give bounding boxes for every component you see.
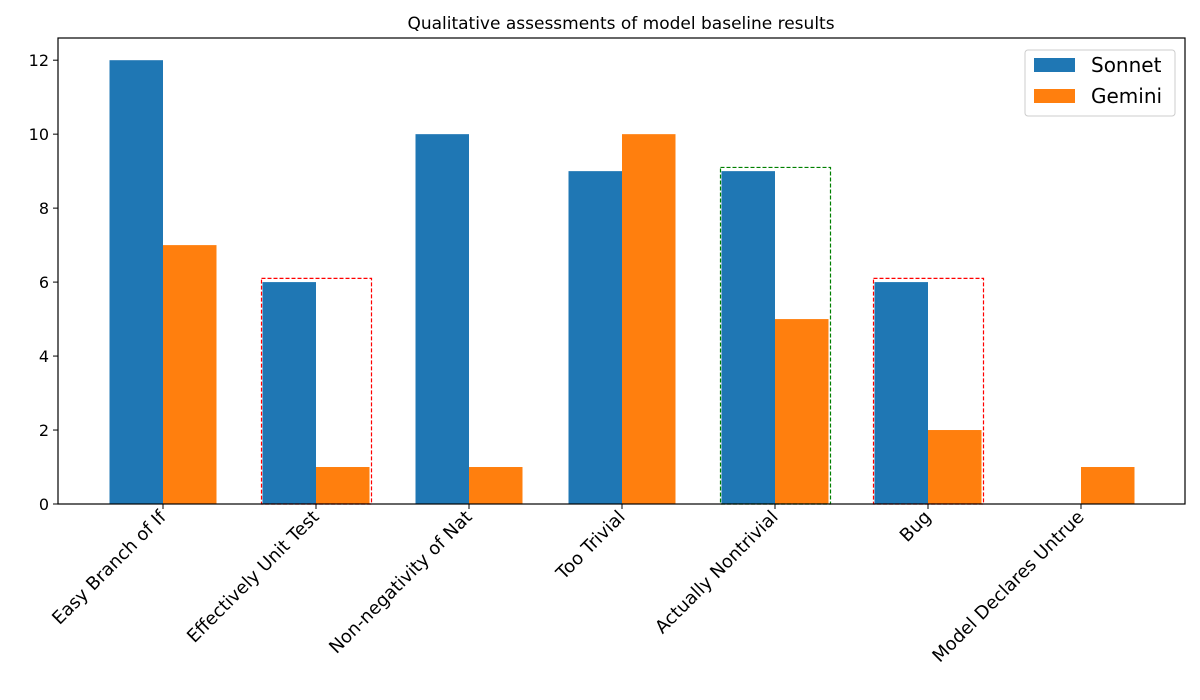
legend: Sonnet Gemini — [1024, 49, 1176, 117]
legend-label-sonnet: Sonnet — [1091, 53, 1162, 77]
legend-swatch-gemini — [1034, 89, 1075, 103]
bar-gemini-4 — [775, 319, 829, 504]
bar-gemini-3 — [622, 134, 676, 504]
bar-sonnet-2 — [415, 134, 469, 504]
bar-gemini-5 — [928, 430, 982, 504]
y-tick-label-3: 6 — [39, 273, 49, 292]
x-tick-label-0: Easy Branch of If — [48, 506, 171, 629]
y-tick-label-6: 12 — [29, 51, 49, 70]
y-axis: 0 2 4 6 8 10 12 — [29, 51, 58, 514]
bar-sonnet-1 — [262, 282, 316, 504]
x-tick-label-2: Non-negativity of Nat — [325, 507, 476, 658]
chart-title: Qualitative assessments of model baselin… — [407, 14, 834, 34]
x-tick-label-4: Actually Nontrivial — [651, 507, 782, 638]
y-tick-label-4: 8 — [39, 199, 49, 218]
y-tick-label-1: 2 — [39, 421, 49, 440]
bar-sonnet-0 — [109, 60, 163, 504]
bar-gemini-6 — [1081, 467, 1135, 504]
bar-gemini-1 — [316, 467, 370, 504]
x-axis: Easy Branch of If Effectively Unit Test No… — [48, 504, 1089, 667]
legend-swatch-sonnet — [1034, 58, 1075, 72]
y-tick-label-5: 10 — [29, 125, 49, 144]
bar-sonnet-5 — [874, 282, 928, 504]
x-tick-label-3: Too Trivial — [552, 507, 630, 585]
y-tick-label-0: 0 — [39, 495, 49, 514]
x-tick-label-1: Effectively Unit Test — [183, 507, 324, 648]
legend-label-gemini: Gemini — [1091, 84, 1162, 108]
bar-gemini-0 — [163, 245, 217, 504]
x-tick-label-6: Model Declares Untrue — [928, 507, 1088, 667]
y-tick-label-2: 4 — [39, 347, 49, 366]
bar-sonnet-4 — [721, 171, 775, 504]
bars-group — [109, 60, 1135, 504]
bar-sonnet-3 — [568, 171, 622, 504]
x-tick-label-5: Bug — [896, 507, 936, 547]
bar-gemini-2 — [469, 467, 523, 504]
